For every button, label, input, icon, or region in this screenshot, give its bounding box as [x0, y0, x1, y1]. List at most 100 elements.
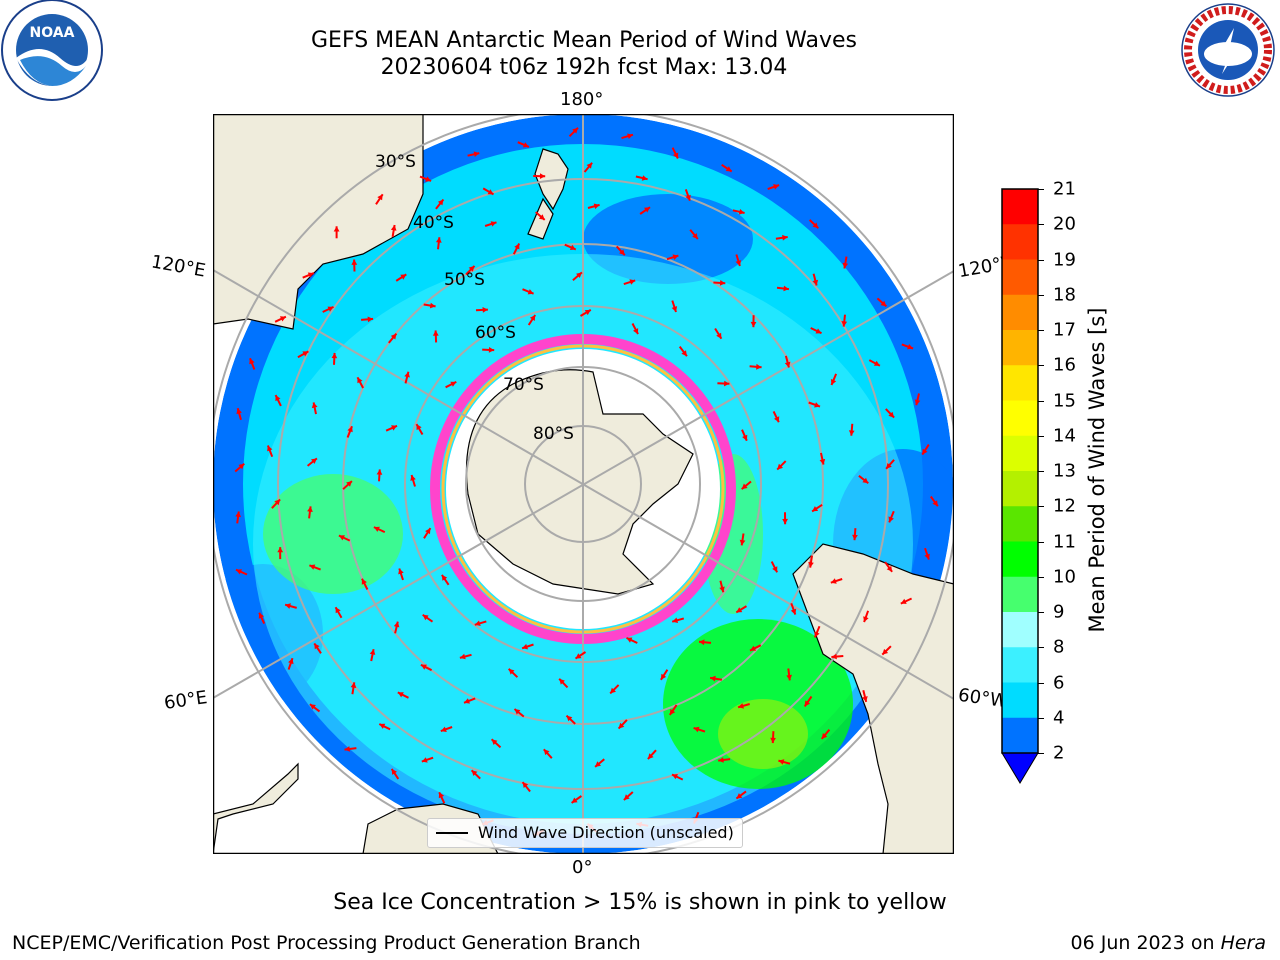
wind-wave-arrow-head	[812, 279, 819, 286]
wind-wave-arrow-head	[641, 175, 648, 181]
wind-wave-arrow-head	[361, 578, 367, 585]
colorbar-tick-mark	[1038, 471, 1044, 472]
wind-wave-arrow-head	[773, 184, 780, 190]
colorbar-label: Mean Period of Wind Waves [s]	[1085, 307, 1109, 633]
wind-wave-arrow-head	[400, 274, 407, 280]
colorbar	[1001, 188, 1039, 784]
wind-wave-arrow-head	[357, 377, 363, 384]
wind-wave-arrow-head	[311, 458, 317, 464]
wind-wave-arrow-head	[437, 199, 444, 206]
wind-wave-arrow-head	[369, 649, 376, 655]
colorbar-tick-mark	[1038, 189, 1044, 190]
lon-label-180: 180°	[560, 89, 604, 110]
wind-wave-arrow-head	[672, 617, 679, 623]
wind-wave-arrow-head	[258, 612, 264, 619]
colorbar-segment	[1002, 224, 1038, 260]
wind-wave-arrow-head	[279, 316, 286, 322]
wind-wave-arrow-head	[619, 249, 625, 256]
colorbar-tick-label: 20	[1053, 213, 1076, 235]
wind-wave-arrow-head	[784, 361, 791, 368]
wind-wave-arrow-head	[842, 262, 849, 269]
wind-wave-arrow-head	[804, 700, 811, 707]
wind-wave-arrow-head	[490, 221, 497, 227]
colorbar-segment	[1002, 189, 1038, 225]
wind-wave-arrow-head	[660, 673, 667, 680]
wind-wave-arrow-head	[522, 142, 529, 148]
wind-wave-arrow-head	[572, 127, 578, 134]
wind-wave-arrow-head	[450, 381, 457, 387]
wind-wave-arrow-head	[736, 607, 743, 613]
wind-wave-arrow-head	[379, 723, 386, 729]
wind-wave-arrow-head	[852, 534, 858, 541]
wind-wave-arrow-head	[888, 516, 894, 523]
wind-wave-arrow-head	[459, 653, 466, 660]
colorbar-tick-mark	[1038, 435, 1044, 437]
wind-wave-arrow-head	[627, 133, 633, 139]
colorbar-tick-label: 10	[1053, 566, 1076, 588]
wind-wave-arrow-head	[267, 445, 273, 452]
wind-wave-arrow-head	[377, 194, 383, 201]
wind-wave-arrow-head	[327, 306, 334, 312]
wind-wave-arrow-head	[307, 506, 313, 512]
wind-wave-arrow-head	[644, 207, 650, 213]
colorbar-tick-label: 14	[1053, 425, 1076, 447]
wind-wave-arrow-head	[886, 565, 893, 572]
wind-wave-arrow-head	[422, 614, 429, 621]
colorbar-tick-mark	[1038, 365, 1044, 367]
wind-wave-arrow-head	[814, 402, 820, 408]
wind-wave-arrow-head	[351, 259, 358, 265]
wind-wave-arrow-head	[347, 426, 353, 433]
wind-wave-arrow-head	[815, 328, 822, 334]
wind-wave-arrow-head	[390, 333, 397, 340]
wind-wave-arrow-head	[626, 637, 633, 643]
wind-wave-arrow-head	[774, 416, 780, 423]
lon-label-60e: 60°E	[162, 687, 209, 714]
colorbar-tick-label: 15	[1053, 390, 1076, 411]
wind-wave-arrow-head	[783, 285, 789, 292]
colorbar-tick-mark	[1038, 647, 1044, 649]
wind-wave-arrow-head	[441, 574, 448, 581]
wind-wave-arrow-head	[618, 722, 625, 729]
wind-wave-arrow-head	[710, 675, 716, 682]
colorbar-tick-mark	[1038, 294, 1044, 296]
wind-wave-arrow-head	[886, 463, 892, 469]
wind-wave-arrow-head	[438, 792, 445, 799]
colorbar-under-extension	[1001, 752, 1039, 784]
wind-wave-arrow-head	[344, 746, 351, 752]
noaa-logo: NOAA	[1, 0, 103, 101]
wind-wave-arrow-head	[404, 371, 410, 378]
colorbar-tick-label: 8	[1053, 636, 1065, 658]
wind-wave-arrow-head	[699, 639, 705, 646]
wind-wave-arrow-head	[346, 481, 352, 487]
map-legend: Wind Wave Direction (unscaled)	[427, 818, 743, 848]
colorbar-tick-mark	[1038, 330, 1044, 331]
wind-wave-arrow-head	[880, 300, 887, 307]
wind-wave-arrow-head	[786, 674, 792, 681]
sea-ice-note: Sea Ice Concentration > 15% is shown in …	[333, 890, 947, 915]
wind-wave-arrow-head	[673, 152, 679, 159]
wind-wave-arrow-head	[742, 434, 748, 441]
colorbar-segment	[1002, 365, 1038, 401]
wind-wave-arrow-head	[814, 631, 820, 638]
wind-wave-arrow-head	[482, 307, 488, 313]
colorbar-tick-mark	[1038, 224, 1044, 226]
wind-wave-arrow-head	[302, 351, 309, 357]
colorbar-tick-label: 19	[1053, 249, 1076, 270]
wind-wave-arrow-head	[681, 350, 687, 357]
wind-wave-arrow-head	[569, 244, 576, 250]
wind-wave-arrow-head	[464, 698, 470, 704]
chart-subtitle: 20230604 t06z 192h fcst Max: 13.04	[380, 55, 788, 80]
colorbar-tick-label: 6	[1053, 672, 1065, 693]
colorbar-segment	[1002, 259, 1038, 296]
wind-wave-arrow-head	[821, 733, 828, 739]
colorbar-tick-label: 13	[1053, 460, 1076, 482]
wind-wave-arrow-head	[782, 518, 788, 525]
polar-map	[212, 113, 955, 855]
wind-wave-arrow-head	[474, 620, 481, 626]
wind-wave-arrow-head	[514, 709, 521, 715]
wind-wave-arrow-head	[566, 715, 573, 722]
wind-wave-arrow-head	[488, 347, 495, 353]
wind-wave-arrow-head	[924, 553, 930, 560]
wind-wave-arrow-head	[274, 499, 281, 506]
lat-label-60s: 60°S	[475, 323, 516, 343]
